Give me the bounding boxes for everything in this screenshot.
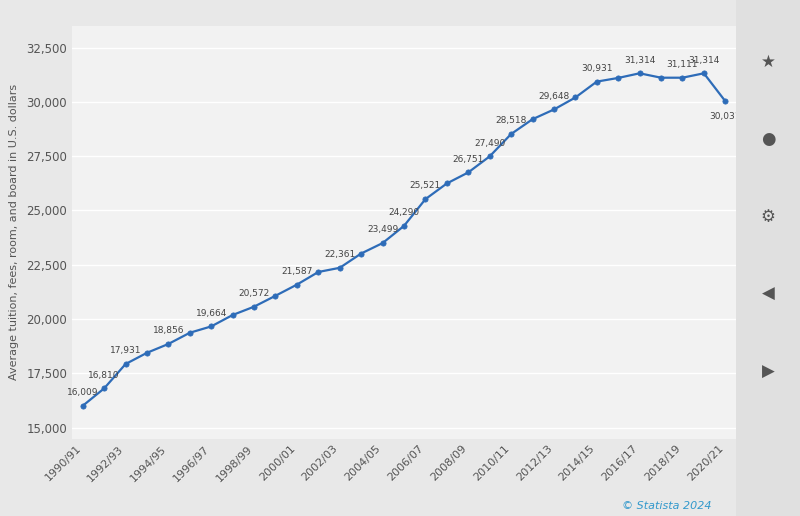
Text: © Statista 2024: © Statista 2024: [622, 501, 712, 511]
Text: ▶: ▶: [762, 363, 774, 380]
Text: 20,572: 20,572: [238, 289, 270, 298]
Text: ★: ★: [761, 53, 775, 71]
Text: 30,931: 30,931: [581, 64, 613, 73]
Text: 27,490: 27,490: [474, 139, 506, 148]
Text: 21,587: 21,587: [282, 267, 313, 276]
Text: 22,361: 22,361: [324, 250, 355, 259]
Text: 29,648: 29,648: [538, 92, 570, 101]
Text: ⚙: ⚙: [761, 208, 775, 225]
Text: 17,931: 17,931: [110, 346, 142, 356]
Text: 25,521: 25,521: [410, 182, 441, 190]
Text: 31,111: 31,111: [666, 60, 698, 69]
Text: 18,856: 18,856: [153, 326, 184, 335]
Text: 16,009: 16,009: [67, 388, 98, 397]
Text: ◀: ◀: [762, 285, 774, 303]
Text: 31,314: 31,314: [624, 56, 655, 64]
Text: 19,664: 19,664: [195, 309, 227, 318]
Y-axis label: Average tuition, fees, room, and board in U.S. dollars: Average tuition, fees, room, and board i…: [10, 84, 19, 380]
Text: 31,314: 31,314: [688, 56, 719, 64]
Text: 23,499: 23,499: [367, 225, 398, 234]
Text: 28,518: 28,518: [495, 116, 526, 125]
Text: 26,751: 26,751: [453, 155, 484, 164]
Text: 24,290: 24,290: [389, 208, 419, 217]
Text: ●: ●: [761, 131, 775, 148]
Text: 30,031: 30,031: [710, 112, 741, 121]
Text: 16,810: 16,810: [88, 370, 120, 380]
